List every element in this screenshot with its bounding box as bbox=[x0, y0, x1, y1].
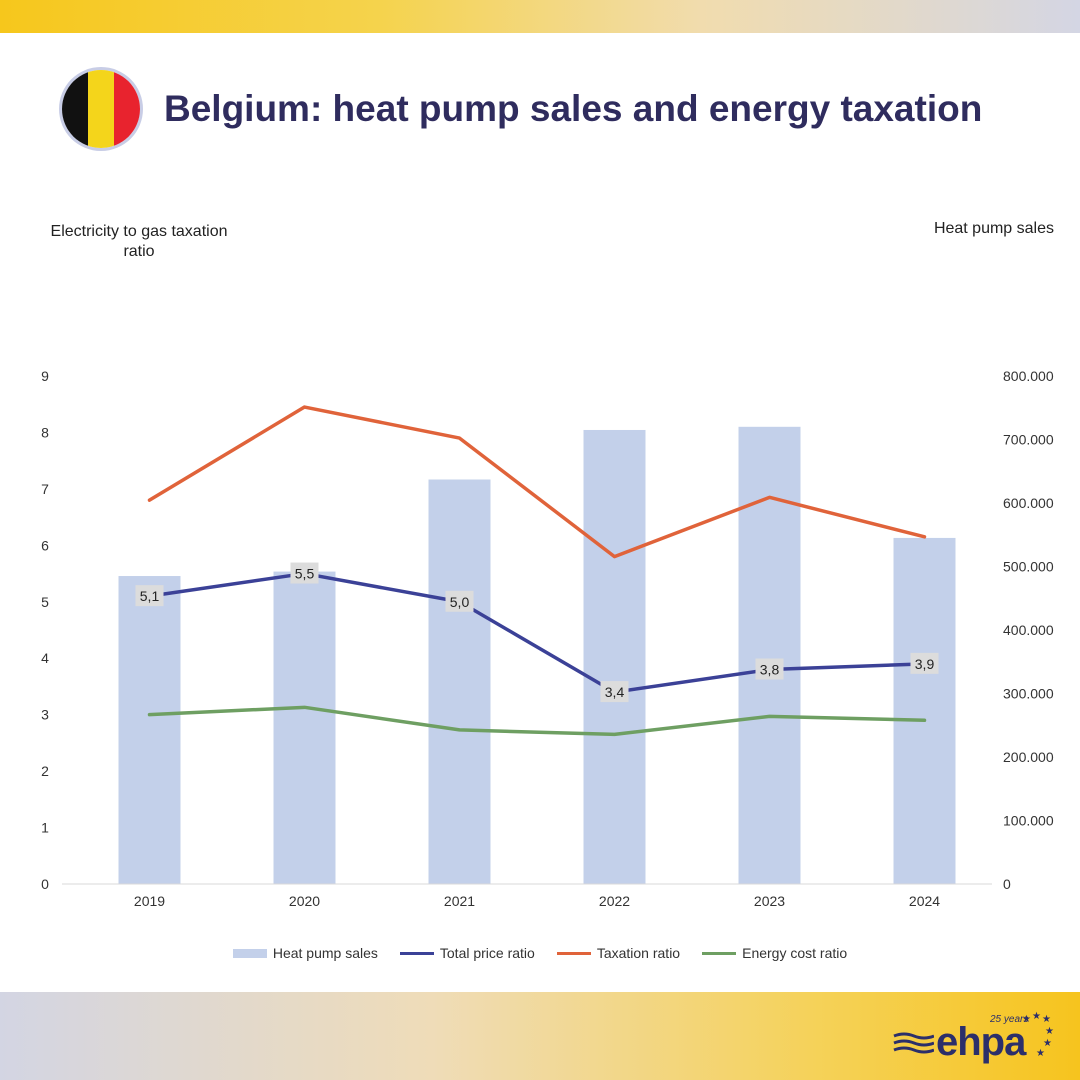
flag-stripe-yellow bbox=[88, 70, 114, 148]
data-label-bg bbox=[135, 585, 164, 607]
data-label-bg bbox=[290, 562, 319, 584]
legend-item-total-price-ratio[interactable]: Total price ratio bbox=[399, 945, 535, 961]
x-tick-label: 2021 bbox=[444, 893, 475, 909]
legend-item-taxation-ratio[interactable]: Taxation ratio bbox=[556, 945, 681, 961]
left-tick-label: 2 bbox=[41, 763, 49, 779]
svg-text:★: ★ bbox=[1032, 1011, 1041, 1022]
data-label-total-price-ratio: 5,0 bbox=[450, 594, 470, 610]
legend-swatch-line bbox=[399, 951, 434, 955]
page-title: Belgium: heat pump sales and energy taxa… bbox=[164, 88, 983, 129]
data-label-bg bbox=[600, 681, 629, 703]
bar-heat-pump-sales-2024 bbox=[893, 537, 956, 884]
bar-heat-pump-sales-2021 bbox=[428, 479, 491, 884]
chart-legend: Heat pump sales Total price ratio Taxati… bbox=[0, 945, 1080, 961]
x-tick-label: 2022 bbox=[599, 893, 630, 909]
svg-text:★: ★ bbox=[1042, 1014, 1051, 1025]
legend-label: Taxation ratio bbox=[596, 945, 681, 961]
data-label-total-price-ratio: 3,9 bbox=[915, 656, 935, 672]
legend-item-energy-cost-ratio[interactable]: Energy cost ratio bbox=[702, 945, 847, 961]
logo-wordmark: ehpa bbox=[936, 1020, 1026, 1064]
legend-swatch-line bbox=[702, 951, 737, 955]
bottom-decorative-band bbox=[0, 992, 1080, 1080]
data-label-total-price-ratio: 3,8 bbox=[760, 662, 780, 678]
data-label-total-price-ratio: 5,1 bbox=[140, 588, 160, 604]
x-tick-label: 2019 bbox=[134, 893, 165, 909]
x-tick-label: 2024 bbox=[909, 893, 940, 909]
legend-swatch-line bbox=[556, 951, 591, 955]
svg-text:★: ★ bbox=[1043, 1038, 1052, 1049]
bar-heat-pump-sales-2019 bbox=[118, 576, 181, 884]
svg-text:★: ★ bbox=[1036, 1048, 1045, 1059]
legend-label: Total price ratio bbox=[439, 945, 535, 961]
line-total-price-ratio bbox=[147, 571, 927, 694]
right-tick-label: 200.000 bbox=[1003, 749, 1054, 765]
left-tick-label: 3 bbox=[41, 707, 49, 723]
stars-icon: ★ ★ ★ ★ ★ ★ bbox=[1022, 1011, 1054, 1059]
svg-text:★: ★ bbox=[1022, 1014, 1031, 1025]
right-tick-label: 500.000 bbox=[1003, 559, 1054, 575]
left-tick-label: 9 bbox=[41, 368, 49, 384]
right-tick-label: 700.000 bbox=[1003, 432, 1054, 448]
right-tick-label: 600.000 bbox=[1003, 495, 1054, 511]
bar-heat-pump-sales-2020 bbox=[273, 571, 336, 884]
data-label-bg bbox=[445, 590, 474, 612]
left-tick-label: 8 bbox=[41, 424, 49, 440]
data-label-total-price-ratio: 5,5 bbox=[295, 566, 315, 582]
logo-tagline: 25 years bbox=[990, 1014, 1029, 1025]
right-tick-label: 800.000 bbox=[1003, 368, 1054, 384]
bar-heat-pump-sales-2022 bbox=[583, 429, 646, 884]
bar-heat-pump-sales-2023 bbox=[738, 426, 801, 884]
line-taxation-ratio bbox=[147, 405, 927, 559]
waves-icon bbox=[893, 1032, 934, 1054]
line-energy-cost-ratio bbox=[147, 705, 927, 737]
left-tick-label: 5 bbox=[41, 594, 49, 610]
right-axis-title: Heat pump sales bbox=[933, 220, 1054, 237]
left-tick-label: 7 bbox=[41, 481, 49, 497]
left-tick-label: 4 bbox=[41, 650, 49, 666]
data-label-total-price-ratio: 3,4 bbox=[605, 684, 625, 700]
x-tick-label: 2020 bbox=[289, 893, 320, 909]
right-tick-label: 300.000 bbox=[1003, 686, 1054, 702]
x-tick-label: 2023 bbox=[754, 893, 785, 909]
top-decorative-band bbox=[0, 0, 1080, 33]
ehpa-logo[interactable]: ehpa 25 years ★ ★ ★ ★ ★ ★ bbox=[890, 1010, 1060, 1070]
left-tick-label: 0 bbox=[41, 876, 49, 892]
left-tick-label: 1 bbox=[41, 820, 49, 836]
data-label-bg bbox=[755, 658, 784, 680]
legend-label: Energy cost ratio bbox=[742, 945, 848, 961]
right-tick-label: 400.000 bbox=[1003, 622, 1054, 638]
legend-item-heat-pump-sales[interactable]: Heat pump sales bbox=[232, 945, 378, 961]
legend-swatch-bar bbox=[232, 948, 267, 958]
svg-text:★: ★ bbox=[1045, 1026, 1054, 1037]
right-tick-label: 0 bbox=[1003, 876, 1011, 892]
left-axis-title: Electricity to gas taxation ratio bbox=[50, 223, 228, 260]
left-tick-label: 6 bbox=[41, 537, 49, 553]
right-tick-label: 100.000 bbox=[1003, 813, 1054, 829]
data-label-bg bbox=[910, 652, 939, 674]
legend-label: Heat pump sales bbox=[272, 945, 378, 961]
